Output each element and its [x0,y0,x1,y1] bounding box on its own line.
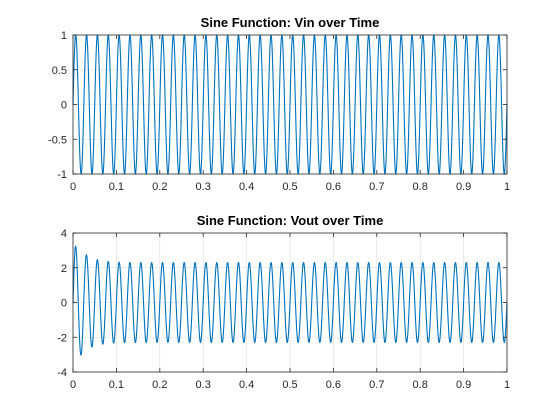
vin-x-tick-label: 0.2 [152,181,167,193]
vin-y-tick-label: -0.5 [48,134,67,146]
vout-x-tick-label: 0.9 [456,379,471,391]
vin-y-tick-label: -1 [57,169,67,181]
vout-x-tick-label: 0.2 [152,379,167,391]
vin-y-tick-label: 1 [61,30,67,42]
vout-x-tick-label: 0.7 [369,379,384,391]
vout-plot-title: Sine Function: Vout over Time [197,213,384,228]
vin-line [72,34,508,175]
vout-ticks: 0 0.1 0.2 0.3 0.4 0.5 0.6 0.7 0.8 0.9 1 -4 -2 0 2 4 [57,228,510,391]
vin-x-tick-label: 0.5 [282,181,297,193]
vout-x-tick-label: 0.8 [413,379,428,391]
vout-x-tick-label: 0.3 [196,379,211,391]
vin-x-tick-label: 0.7 [369,181,384,193]
vout-y-tick-label: -2 [57,332,67,344]
vin-x-tick-label: 0.1 [109,181,124,193]
vout-x-tick-label: 1 [504,379,510,391]
vin-ticks: 0 0.1 0.2 0.3 0.4 0.5 0.6 0.7 0.8 0.9 1 -1 -0.5 0 0.5 1 [48,30,510,193]
vin-plot-title: Sine Function: Vin over Time [201,15,380,30]
vin-x-tick-label: 0 [70,181,76,193]
vin-y-tick-label: 0 [61,100,67,112]
vin-x-tick-label: 0.6 [326,181,341,193]
vin-x-tick-label: 0.9 [456,181,471,193]
vout-x-tick-label: 0 [70,379,76,391]
vin-x-tick-label: 1 [504,181,510,193]
vout-x-tick-label: 0.4 [239,379,254,391]
vin-x-tick-label: 0.8 [413,181,428,193]
vout-y-tick-label: 4 [61,228,67,240]
vout-plot: Sine Function: Vout over Time 0 0.1 0.2 0.3… [57,213,510,391]
vin-x-tick-label: 0.3 [196,181,211,193]
vout-x-tick-label: 0.6 [326,379,341,391]
vout-x-tick-label: 0.5 [282,379,297,391]
vout-line [72,245,508,356]
vin-y-tick-label: 0.5 [52,65,67,77]
vout-y-tick-label: 2 [61,263,67,275]
vin-x-tick-label: 0.4 [239,181,254,193]
vout-x-tick-label: 0.1 [109,379,124,391]
vin-plot: Sine Function: Vin over Time 0 0.1 0.2 0.3 0… [48,15,510,193]
vout-y-tick-label: -4 [57,367,67,379]
vout-y-tick-label: 0 [61,298,67,310]
